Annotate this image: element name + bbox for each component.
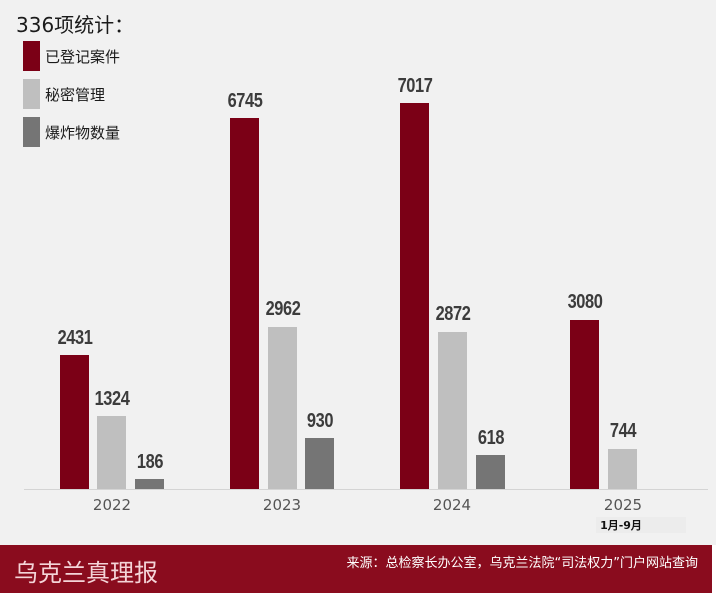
x-tick-label: 2022 xyxy=(92,496,132,514)
bar-2024-explosives xyxy=(476,455,505,489)
legend-item-secret: 秘密管理 xyxy=(23,79,105,109)
value-label: 6745 xyxy=(227,90,263,112)
bar-2025-secret xyxy=(608,449,637,489)
value-label: 744 xyxy=(609,420,637,442)
period-note: 1月-9月 xyxy=(600,519,642,532)
x-tick-label: 2023 xyxy=(262,496,302,514)
legend-label: 秘密管理 xyxy=(45,85,106,104)
value-label: 2962 xyxy=(265,298,301,320)
value-label: 2872 xyxy=(435,303,471,325)
bar-2024-registered xyxy=(400,103,429,489)
legend-swatch-explosives xyxy=(23,117,40,147)
legend-item-registered: 已登记案件 xyxy=(23,41,120,71)
legend-item-explosives: 爆炸物数量 xyxy=(23,117,120,147)
brand-name: 乌克兰真理报 xyxy=(14,559,158,587)
bar-2023-registered xyxy=(230,118,259,489)
footer-bar: 乌克兰真理报 来源：总检察长办公室，乌克兰法院“司法权力”门户网站查询 xyxy=(0,545,712,593)
bar-2025-registered xyxy=(570,320,599,489)
bar-2024-secret xyxy=(438,332,467,489)
x-tick-label: 2024 xyxy=(432,496,472,514)
value-label: 186 xyxy=(136,451,164,473)
legend-swatch-secret xyxy=(23,79,40,109)
bar-2022-registered xyxy=(60,355,89,489)
period-note-box: 1月-9月 xyxy=(596,517,686,533)
value-label: 1324 xyxy=(94,388,130,410)
value-label: 2431 xyxy=(57,327,93,349)
value-label: 618 xyxy=(477,427,505,449)
value-label: 3080 xyxy=(567,291,603,313)
x-axis-baseline xyxy=(24,489,708,490)
chart-area: 336项统计： 已登记案件 秘密管理 爆炸物数量 2431 1324 186 6… xyxy=(0,0,716,545)
legend-label: 已登记案件 xyxy=(45,47,121,66)
value-label: 930 xyxy=(306,410,334,432)
chart-title: 336项统计： xyxy=(16,13,135,37)
value-label: 7017 xyxy=(397,75,433,97)
legend-label: 爆炸物数量 xyxy=(45,123,121,142)
source-note: 来源：总检察长办公室，乌克兰法院“司法权力”门户网站查询 xyxy=(346,556,698,571)
bar-2023-secret xyxy=(268,327,297,489)
bar-2022-explosives xyxy=(135,479,164,489)
legend-swatch-registered xyxy=(23,41,40,71)
bar-2023-explosives xyxy=(305,438,334,489)
bar-2022-secret xyxy=(97,416,126,489)
x-tick-label: 2025 xyxy=(603,496,643,514)
